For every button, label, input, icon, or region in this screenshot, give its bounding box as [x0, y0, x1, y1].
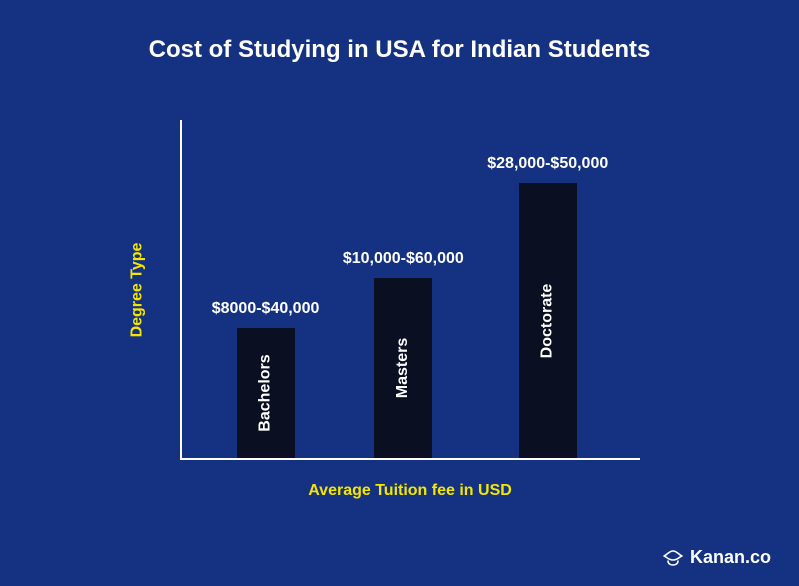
chart-area: Degree Type Average Tuition fee in USD $… [180, 120, 640, 460]
bar-value-label: $28,000-$50,000 [487, 155, 608, 173]
bar-category-label: Doctorate [539, 283, 557, 358]
bar: Masters [374, 278, 432, 458]
bar-category-label: Bachelors [257, 354, 275, 431]
brand-badge: Kanan.co [662, 547, 771, 568]
bar-group: $10,000-$60,000 Masters [343, 250, 464, 458]
chart-title: Cost of Studying in USA for Indian Stude… [0, 36, 799, 64]
bar: Bachelors [237, 328, 295, 458]
bar-value-label: $10,000-$60,000 [343, 250, 464, 268]
x-axis [180, 458, 640, 460]
chart-canvas: Cost of Studying in USA for Indian Stude… [0, 0, 799, 586]
x-axis-label: Average Tuition fee in USD [180, 482, 640, 500]
bars-container: $8000-$40,000 Bachelors $10,000-$60,000 … [180, 120, 640, 458]
bar-group: $28,000-$50,000 Doctorate [487, 155, 608, 458]
y-axis-label: Degree Type [128, 243, 146, 338]
bar-value-label: $8000-$40,000 [212, 300, 320, 318]
brand-text: Kanan.co [690, 547, 771, 568]
brand-logo-icon [662, 549, 684, 567]
bar-category-label: Masters [394, 338, 412, 398]
bar-group: $8000-$40,000 Bachelors [212, 300, 320, 458]
bar: Doctorate [519, 183, 577, 458]
